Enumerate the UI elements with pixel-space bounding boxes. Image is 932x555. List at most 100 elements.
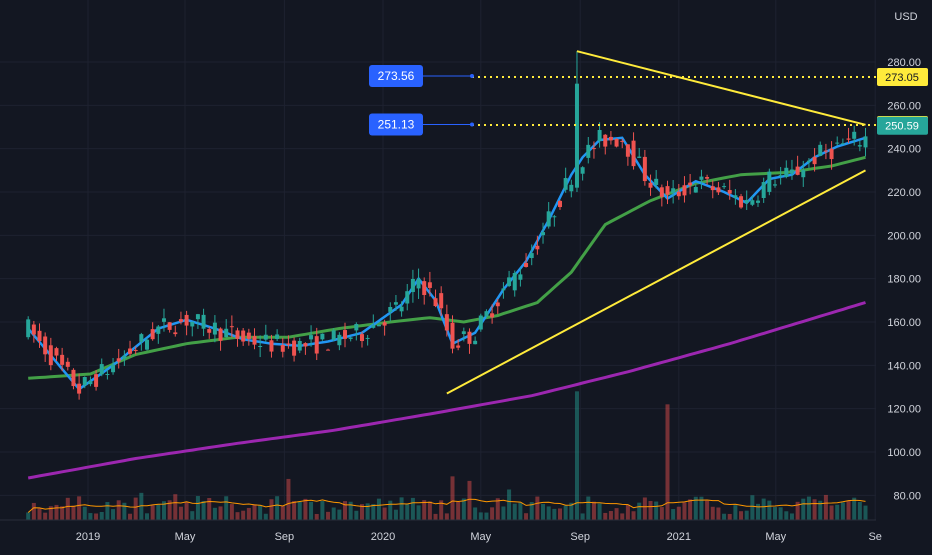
candle[interactable] bbox=[195, 313, 200, 329]
candle[interactable] bbox=[173, 325, 178, 337]
candle[interactable] bbox=[320, 333, 325, 341]
candle[interactable] bbox=[297, 337, 302, 354]
candle[interactable] bbox=[490, 304, 495, 324]
horizontal-levels[interactable] bbox=[472, 76, 876, 127]
candle[interactable] bbox=[857, 140, 862, 152]
candle[interactable] bbox=[484, 309, 489, 318]
candle[interactable] bbox=[161, 308, 166, 332]
candle[interactable] bbox=[552, 214, 557, 227]
candle[interactable] bbox=[727, 179, 732, 200]
candle[interactable] bbox=[739, 193, 744, 209]
candle[interactable] bbox=[359, 331, 364, 348]
candle[interactable] bbox=[693, 184, 698, 193]
candle[interactable] bbox=[705, 174, 710, 185]
currency-label[interactable]: USD bbox=[894, 11, 917, 23]
candle[interactable] bbox=[410, 269, 415, 303]
candle[interactable] bbox=[569, 179, 574, 198]
candle[interactable] bbox=[541, 222, 546, 244]
candle[interactable] bbox=[388, 302, 393, 322]
candle[interactable] bbox=[823, 143, 828, 160]
candle[interactable] bbox=[280, 337, 285, 358]
candle[interactable] bbox=[382, 319, 387, 336]
candle[interactable] bbox=[507, 270, 512, 288]
candle[interactable] bbox=[518, 267, 523, 287]
candle[interactable] bbox=[348, 336, 353, 342]
candle[interactable] bbox=[473, 336, 478, 345]
candle[interactable] bbox=[105, 370, 110, 380]
candle[interactable] bbox=[461, 327, 466, 342]
candle[interactable] bbox=[303, 342, 308, 355]
candle[interactable] bbox=[286, 335, 291, 349]
candle[interactable] bbox=[654, 170, 659, 189]
candle[interactable] bbox=[292, 337, 297, 362]
candle[interactable] bbox=[43, 332, 48, 362]
candle[interactable] bbox=[427, 271, 432, 297]
candle[interactable] bbox=[642, 149, 647, 186]
candle[interactable] bbox=[258, 335, 263, 358]
candle[interactable] bbox=[574, 51, 579, 192]
candle[interactable] bbox=[608, 131, 613, 145]
candle[interactable] bbox=[82, 376, 87, 389]
candle[interactable] bbox=[122, 350, 127, 366]
candle[interactable] bbox=[88, 376, 93, 387]
candle[interactable] bbox=[128, 340, 133, 357]
candle[interactable] bbox=[235, 327, 240, 347]
trendline-upper[interactable] bbox=[576, 50, 866, 126]
candle[interactable] bbox=[750, 195, 755, 207]
candle[interactable] bbox=[269, 334, 274, 358]
candle[interactable] bbox=[501, 282, 506, 299]
candle[interactable] bbox=[263, 324, 268, 342]
candle[interactable] bbox=[439, 286, 444, 316]
candle[interactable] bbox=[665, 180, 670, 205]
candle[interactable] bbox=[637, 147, 642, 159]
candle[interactable] bbox=[60, 347, 65, 372]
candle[interactable] bbox=[699, 169, 704, 190]
candle[interactable] bbox=[218, 327, 223, 351]
candle[interactable] bbox=[716, 181, 721, 196]
candle[interactable] bbox=[863, 127, 868, 157]
candle[interactable] bbox=[133, 346, 138, 355]
candle[interactable] bbox=[354, 322, 359, 341]
candle[interactable] bbox=[450, 315, 455, 354]
candle[interactable] bbox=[789, 159, 794, 180]
candle[interactable] bbox=[54, 346, 59, 362]
ma-long-line[interactable] bbox=[27, 301, 866, 480]
candle[interactable] bbox=[139, 332, 144, 351]
candle[interactable] bbox=[772, 179, 777, 188]
price-axis-panel[interactable] bbox=[876, 0, 932, 550]
candle[interactable] bbox=[433, 289, 438, 308]
candle[interactable] bbox=[246, 328, 251, 346]
candle[interactable] bbox=[756, 195, 761, 207]
candle[interactable] bbox=[150, 322, 155, 341]
candle[interactable] bbox=[524, 253, 529, 268]
candle[interactable] bbox=[620, 138, 625, 149]
candle[interactable] bbox=[422, 277, 427, 305]
candle[interactable] bbox=[840, 138, 845, 145]
candle[interactable] bbox=[77, 373, 82, 400]
candle[interactable] bbox=[314, 327, 319, 361]
candle[interactable] bbox=[676, 184, 681, 200]
candle[interactable] bbox=[184, 310, 189, 336]
candle[interactable] bbox=[733, 189, 738, 205]
candle[interactable] bbox=[65, 357, 70, 371]
candle[interactable] bbox=[343, 322, 348, 348]
candle[interactable] bbox=[682, 176, 687, 203]
candle[interactable] bbox=[94, 370, 99, 391]
candle[interactable] bbox=[111, 357, 116, 375]
candle[interactable] bbox=[145, 338, 149, 351]
candle[interactable] bbox=[241, 327, 246, 346]
candle[interactable] bbox=[399, 301, 404, 317]
candle[interactable] bbox=[671, 180, 676, 204]
candle[interactable] bbox=[829, 141, 834, 170]
candle[interactable] bbox=[812, 148, 817, 172]
candle[interactable] bbox=[331, 328, 336, 342]
candle[interactable] bbox=[546, 202, 551, 229]
candle[interactable] bbox=[405, 283, 410, 311]
candle[interactable] bbox=[37, 323, 42, 348]
candle[interactable] bbox=[529, 244, 534, 266]
candle[interactable] bbox=[563, 167, 568, 193]
candle[interactable] bbox=[467, 328, 472, 354]
candle[interactable] bbox=[365, 334, 370, 346]
candle[interactable] bbox=[26, 316, 31, 340]
